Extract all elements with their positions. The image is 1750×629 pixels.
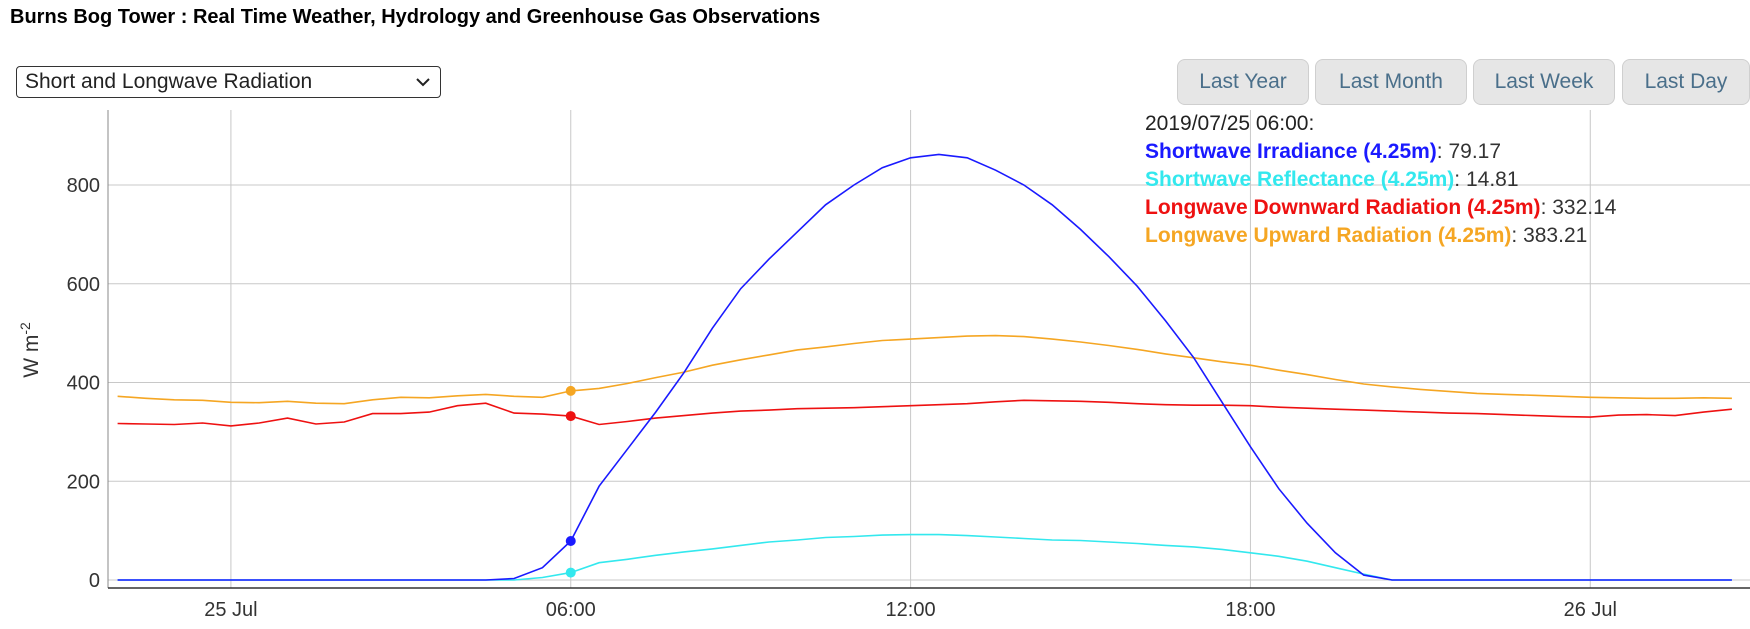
tooltip-series-value: : 332.14 — [1540, 196, 1617, 219]
x-tick-label: 25 Jul — [204, 599, 257, 621]
page-title: Burns Bog Tower : Real Time Weather, Hyd… — [10, 6, 821, 28]
last-year-button[interactable]: Last Year — [1177, 59, 1309, 105]
hover-marker — [565, 385, 576, 396]
y-tick-label: 0 — [89, 570, 100, 592]
tooltip-series-value: : 79.17 — [1436, 140, 1502, 163]
tooltip-series-value: : 14.81 — [1454, 168, 1519, 191]
tooltip-row-longwave-upward: Longwave Upward Radiation (4.25m): 383.2… — [1145, 222, 1616, 250]
x-tick-label: 06:00 — [546, 599, 596, 621]
tooltip-row-shortwave-irradiance: Shortwave Irradiance (4.25m): 79.17 — [1145, 138, 1616, 166]
hover-marker — [565, 535, 576, 546]
dataset-select[interactable]: Short and Longwave Radiation — [16, 66, 441, 98]
y-tick-label: 600 — [67, 274, 100, 296]
last-month-button[interactable]: Last Month — [1315, 59, 1467, 105]
tooltip-time: 2019/07/25 06:00: — [1145, 112, 1315, 135]
last-day-button[interactable]: Last Day — [1622, 59, 1750, 105]
y-axis-label: W m-2 — [17, 322, 43, 378]
tooltip-row-shortwave-reflectance: Shortwave Reflectance (4.25m): 14.81 — [1145, 166, 1616, 194]
hover-marker — [565, 411, 576, 422]
tooltip-series-name: Longwave Downward Radiation (4.25m) — [1145, 196, 1541, 219]
chart-tooltip: 2019/07/25 06:00: Shortwave Irradiance (… — [1145, 110, 1616, 250]
series-line — [117, 399, 1732, 427]
tooltip-series-name: Longwave Upward Radiation (4.25m) — [1145, 224, 1512, 247]
tooltip-series-value: : 383.21 — [1511, 224, 1588, 247]
last-week-button[interactable]: Last Week — [1473, 59, 1615, 105]
x-tick-label: 26 Jul — [1564, 599, 1617, 621]
x-tick-label: 18:00 — [1225, 599, 1275, 621]
chevron-down-icon — [416, 78, 430, 87]
y-tick-label: 400 — [67, 373, 100, 395]
tooltip-series-name: Shortwave Reflectance (4.25m) — [1145, 168, 1455, 191]
y-tick-label: 200 — [67, 471, 100, 493]
y-tick-label: 800 — [67, 175, 100, 197]
x-tick-label: 12:00 — [886, 599, 936, 621]
hover-marker — [565, 567, 576, 578]
tooltip-row-longwave-downward: Longwave Downward Radiation (4.25m): 332… — [1145, 194, 1616, 222]
series-line — [117, 533, 1732, 581]
series-line — [117, 153, 1732, 581]
series-line — [117, 334, 1732, 405]
tooltip-series-name: Shortwave Irradiance (4.25m) — [1145, 140, 1437, 163]
dataset-select-value: Short and Longwave Radiation — [25, 70, 313, 93]
